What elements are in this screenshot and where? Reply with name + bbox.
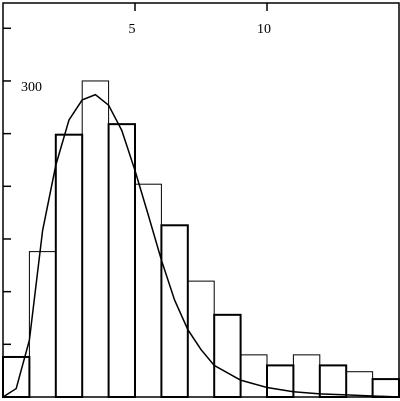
bar (318, 364, 348, 398)
bar (292, 354, 321, 398)
bar (266, 364, 295, 398)
bar (187, 280, 215, 398)
bar (160, 224, 189, 398)
bar (240, 354, 268, 398)
y-tick-label: 300 (21, 80, 42, 95)
bar (107, 123, 136, 399)
bar (213, 313, 242, 399)
bar (371, 378, 400, 399)
bar (54, 133, 84, 399)
bar (345, 371, 374, 398)
fit-curve (2, 93, 400, 398)
bar (28, 251, 57, 398)
x-tick-label: 10 (257, 22, 271, 37)
bar (2, 355, 31, 399)
bar (81, 80, 110, 398)
x-tick-label: 5 (129, 22, 136, 37)
